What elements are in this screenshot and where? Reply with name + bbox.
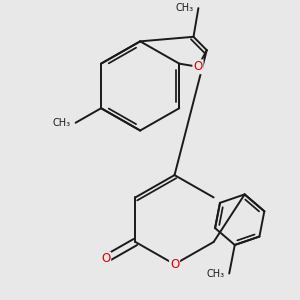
Text: O: O	[170, 258, 179, 271]
Text: O: O	[194, 60, 202, 73]
Text: CH₃: CH₃	[52, 118, 71, 128]
Text: O: O	[101, 252, 110, 266]
Text: CH₃: CH₃	[206, 268, 224, 278]
Text: CH₃: CH₃	[176, 3, 194, 13]
